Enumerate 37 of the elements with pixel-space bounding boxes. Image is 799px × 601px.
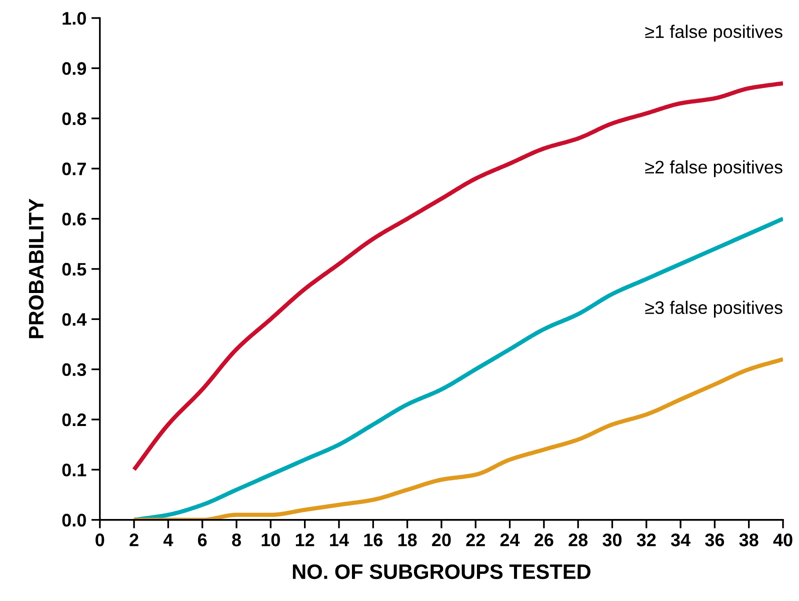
y-tick-label: 0.1 — [62, 464, 86, 476]
x-tick-label: 22 — [466, 534, 485, 546]
y-tick-label: 0.0 — [62, 514, 86, 527]
x-tick-label: 26 — [534, 534, 554, 546]
annotation: ≥3 false positives — [645, 300, 782, 318]
x-tick-label: 16 — [364, 534, 383, 546]
x-tick-label: 24 — [500, 534, 520, 546]
y-tick-label: 0.4 — [62, 313, 87, 326]
y-tick-label: 0.5 — [62, 262, 86, 276]
x-tick-label: 32 — [636, 534, 656, 546]
x-tick-label: 20 — [432, 534, 451, 546]
x-tick-label: 8 — [232, 534, 241, 546]
y-tick-label: 1.0 — [62, 12, 86, 25]
y-tick-label: 0.8 — [62, 112, 86, 126]
x-tick-label: 4 — [163, 534, 174, 546]
x-tick-label: 38 — [739, 534, 758, 546]
x-tick-label: 14 — [330, 534, 349, 546]
x-tick-label: 12 — [296, 534, 314, 546]
y-tick-label: 0.3 — [62, 363, 86, 376]
x-tick-label: 36 — [705, 534, 724, 546]
x-tick-label: 28 — [568, 534, 588, 546]
x-tick-label: 2 — [130, 534, 138, 546]
y-tick-label: 0.2 — [62, 413, 86, 426]
y-axis-title: PROBABILITY — [28, 198, 44, 338]
x-tick-label: 34 — [670, 534, 690, 546]
y-tick-label: 0.7 — [62, 162, 86, 176]
x-tick-label: 0 — [96, 534, 104, 546]
annotation: ≥1 false positives — [645, 24, 782, 42]
x-tick-label: 30 — [602, 534, 622, 546]
x-tick-label: 10 — [262, 534, 280, 546]
x-tick-label: 40 — [773, 534, 792, 546]
y-tick-label: 0.6 — [62, 212, 86, 226]
annotation: ≥2 false positives — [645, 160, 782, 178]
x-axis-title: NO. OF SUBGROUPS TESTED — [292, 564, 590, 580]
x-tick-label: 18 — [398, 534, 417, 546]
x-tick-label: 6 — [198, 534, 207, 546]
y-tick-label: 0.9 — [62, 62, 86, 75]
